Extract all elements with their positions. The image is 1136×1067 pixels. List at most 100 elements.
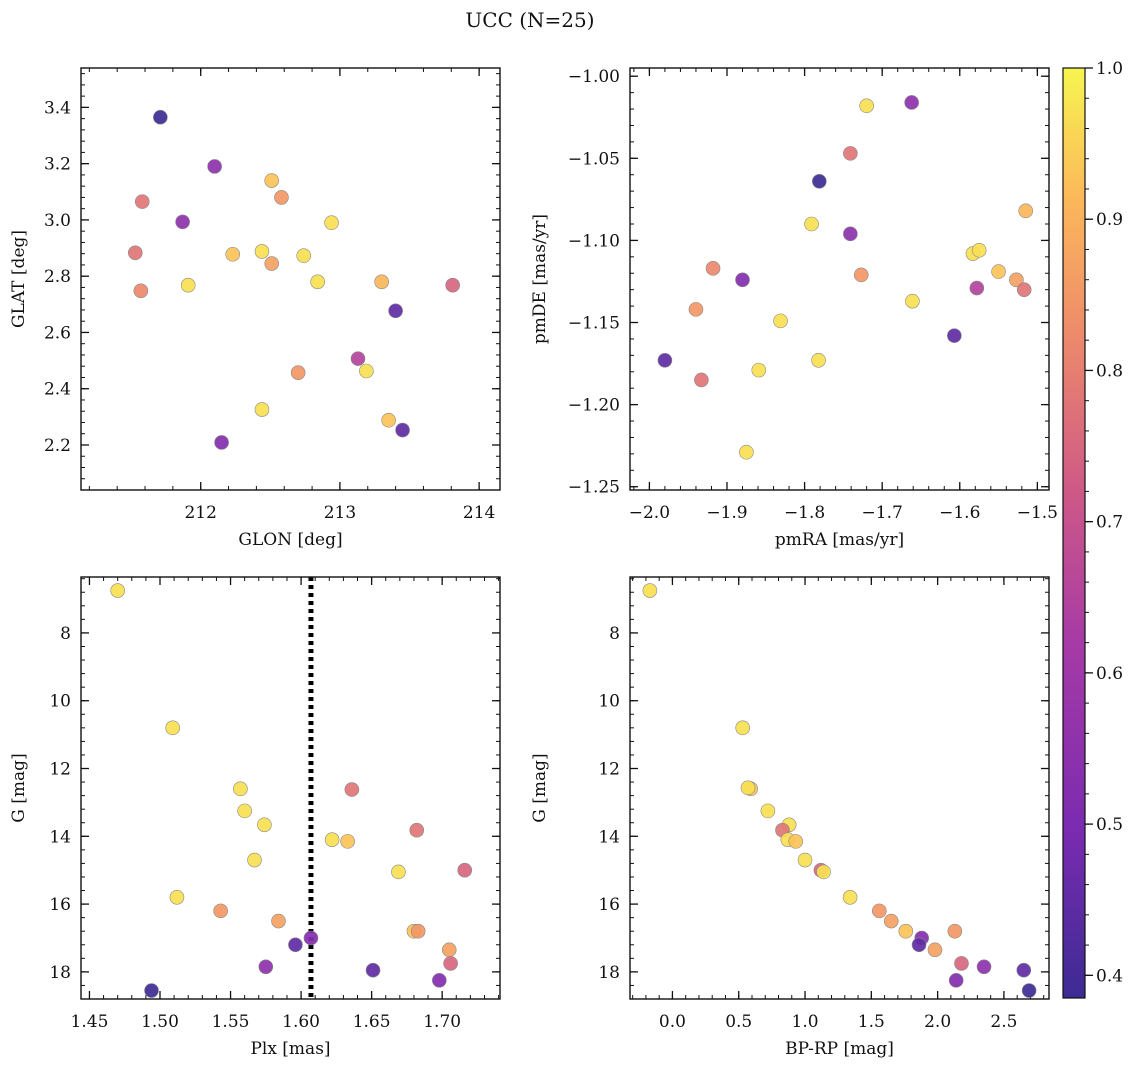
data-point — [904, 95, 919, 110]
data-point — [816, 864, 831, 880]
data-point — [853, 267, 869, 283]
data-point — [843, 226, 858, 242]
colorbar-tick-label: 0.9 — [1096, 210, 1123, 230]
y-axis-label: G [mag] — [530, 753, 550, 822]
y-tick-label: 18 — [598, 963, 620, 983]
data-point — [127, 245, 143, 261]
data-point — [735, 720, 751, 736]
data-point — [264, 173, 280, 188]
data-point — [359, 363, 374, 379]
data-point — [395, 422, 410, 438]
data-point — [237, 803, 252, 819]
data-point — [254, 402, 270, 417]
panel-plx-g: 1.45 1.50 1.55 1.60 1.65 1.70 8 10 12 14 16 18 Plx [… — [9, 576, 501, 1059]
data-point — [911, 937, 927, 953]
panels: 212 213 214 2.2 2.4 2.6 2.8 3.0 3.2 3.4 GLON [deg]… — [9, 67, 1058, 1059]
y-tick-label: 2.2 — [44, 436, 71, 456]
x-tick-label: 1.65 — [353, 1012, 391, 1032]
x-tick-label: −1.9 — [706, 503, 747, 523]
data-point — [976, 959, 992, 975]
x-tick-label: 213 — [324, 503, 356, 523]
data-point — [898, 923, 914, 939]
axes-frame — [80, 67, 501, 491]
data-point — [233, 781, 248, 797]
data-point — [310, 274, 325, 290]
y-tick-label: 3.4 — [44, 98, 71, 118]
data-point — [905, 293, 920, 309]
data-point — [657, 352, 673, 368]
y-axis-label: GLAT [deg] — [9, 230, 29, 328]
data-point — [948, 973, 964, 988]
data-point — [254, 244, 270, 259]
data-point — [740, 780, 756, 796]
y-tick-label: 2.4 — [44, 380, 71, 400]
data-point — [947, 923, 963, 939]
data-point — [303, 930, 319, 946]
y-tick-label: −1.15 — [568, 314, 620, 334]
colorbar: 0.4 0.5 0.6 0.7 0.8 0.9 1.0 — [1062, 59, 1123, 999]
x-tick-label: −1.6 — [939, 503, 980, 523]
y-tick-label: 16 — [49, 895, 71, 915]
x-tick-label: 0.5 — [725, 1012, 752, 1032]
data-point — [760, 803, 776, 819]
data-point — [374, 274, 389, 290]
axes-frame — [629, 67, 1050, 491]
data-point — [175, 214, 190, 230]
data-point — [388, 303, 403, 319]
data-point — [409, 822, 425, 838]
y-tick-label: 14 — [598, 827, 620, 847]
y-tick-label: −1.00 — [568, 67, 620, 87]
data-point — [735, 272, 750, 288]
data-point — [739, 444, 754, 460]
x-tick-label: −1.7 — [862, 503, 903, 523]
colorbar-tick-label: 0.5 — [1096, 815, 1123, 835]
data-point — [213, 903, 228, 919]
colorbar-tick-label: 0.7 — [1096, 513, 1123, 533]
data-point — [144, 983, 159, 998]
y-axis-label: G [mag] — [9, 753, 29, 822]
x-tick-label: 214 — [463, 503, 495, 523]
data-point — [410, 923, 426, 939]
data-point — [969, 280, 985, 296]
y-tick-label: −1.20 — [568, 396, 620, 416]
data-point — [773, 313, 788, 329]
data-point — [258, 959, 274, 975]
x-tick-label: −1.5 — [1017, 503, 1058, 523]
data-point — [642, 583, 658, 598]
data-point — [1016, 282, 1032, 297]
x-tick-label: 2.5 — [990, 1012, 1017, 1032]
data-point — [257, 817, 272, 833]
y-tick-label: 12 — [598, 760, 620, 780]
y-tick-label: 2.8 — [44, 267, 71, 287]
data-point — [1018, 203, 1034, 219]
data-point — [705, 261, 721, 276]
y-tick-label: −1.05 — [568, 149, 620, 169]
data-point — [441, 942, 457, 958]
data-point — [871, 903, 887, 919]
axes-frame — [629, 576, 1050, 1000]
figure-title: UCC (N=25) — [465, 8, 594, 32]
x-tick-label: −1.8 — [784, 503, 825, 523]
x-tick-label: 1.5 — [858, 1012, 885, 1032]
axes-frame — [80, 576, 501, 1000]
data-point — [225, 246, 241, 262]
data-point — [432, 973, 447, 988]
data-point — [1009, 272, 1024, 288]
data-point — [247, 852, 262, 868]
data-point — [165, 720, 181, 736]
data-point — [153, 109, 168, 125]
data-point — [811, 352, 826, 368]
data-point — [883, 913, 899, 929]
data-point — [324, 215, 339, 231]
data-point — [381, 412, 396, 428]
data-point — [688, 302, 704, 317]
data-point — [859, 98, 874, 114]
data-point — [947, 328, 962, 343]
x-tick-label: 0.0 — [659, 1012, 686, 1032]
data-point — [133, 283, 149, 299]
data-point — [927, 942, 943, 958]
data-point — [180, 277, 196, 293]
y-tick-label: 10 — [598, 692, 620, 712]
x-tick-label: 212 — [184, 503, 216, 523]
